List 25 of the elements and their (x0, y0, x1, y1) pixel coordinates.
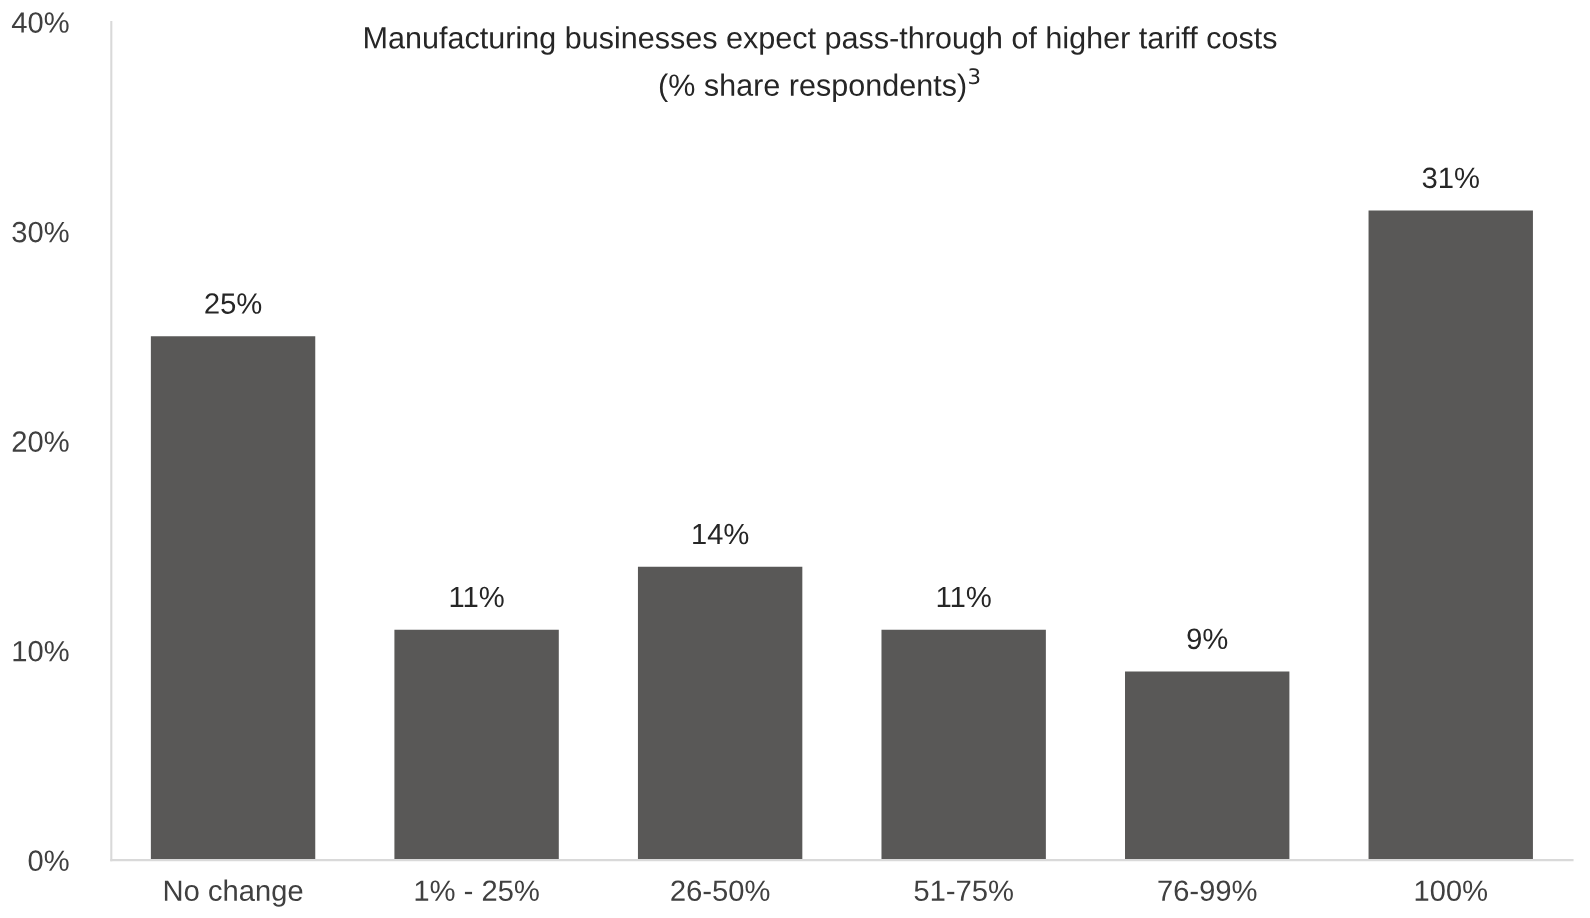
x-tick-label: 1% - 25% (415, 880, 539, 902)
y-tick-label: 20% (12, 431, 69, 452)
y-tick-label: 0% (28, 850, 69, 872)
y-tick-label: 40% (11, 12, 69, 33)
x-tick-label: 100% (1415, 880, 1488, 902)
bar (637, 566, 803, 861)
x-tick-label: 26-50% (671, 880, 770, 902)
x-tick-label: No change (164, 879, 303, 907)
y-tick-label: 30% (12, 221, 69, 243)
x-tick-label: 51-75% (914, 880, 1013, 902)
data-label: 31% (1422, 167, 1479, 189)
text: (% share respondents)$^{3}$ (659, 68, 980, 103)
bar (1368, 210, 1533, 861)
bar (1125, 671, 1290, 861)
bar (881, 629, 1046, 861)
x-tick-label: 76-99% (1158, 880, 1257, 902)
data-label: 11% (937, 586, 991, 608)
data-label: 11% (450, 586, 504, 608)
data-label: 14% (693, 523, 749, 545)
bar (150, 336, 316, 861)
data-label: 25% (205, 293, 262, 314)
chart-title: Manufacturing businesses expect pass-through of higher tariff costs (365, 26, 1277, 55)
bar (394, 629, 559, 861)
y-tick-label: 10% (13, 640, 69, 662)
data-label: 9% (1187, 628, 1228, 650)
